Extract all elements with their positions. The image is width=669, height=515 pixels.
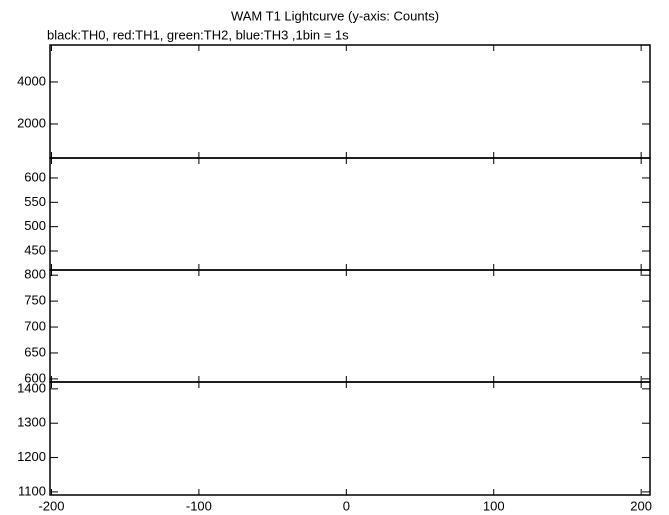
chart-subtitle: black:TH0, red:TH1, green:TH2, blue:TH3 … (47, 27, 349, 42)
x-tick-label: -100 (186, 498, 212, 513)
y-tick-label: 600 (24, 370, 46, 385)
x-tick-label: 200 (630, 498, 652, 513)
y-tick-label: 1400 (17, 380, 46, 395)
y-tick-label: 2000 (17, 115, 46, 130)
y-tick-label: 1300 (17, 415, 46, 430)
panel-frame (49, 269, 651, 383)
y-tick-label: 650 (24, 344, 46, 359)
y-tick-label: 1100 (18, 483, 46, 498)
panel-frame (49, 44, 651, 159)
panel-frame (49, 157, 651, 271)
chart-title: WAM T1 Lightcurve (y-axis: Counts) (231, 8, 439, 23)
panel-frame (49, 381, 651, 496)
x-tick-label: -200 (38, 498, 64, 513)
y-tick-label: 600 (24, 169, 46, 184)
y-tick-label: 800 (24, 267, 46, 282)
x-tick-label: 100 (483, 498, 505, 513)
y-tick-label: 1200 (17, 449, 46, 464)
x-tick-label: 0 (343, 498, 350, 513)
y-tick-label: 4000 (17, 73, 46, 88)
y-tick-label: 550 (24, 194, 46, 209)
y-tick-label: 500 (24, 218, 46, 233)
y-tick-label: 450 (24, 242, 46, 257)
y-tick-label: 700 (24, 318, 46, 333)
y-tick-label: 750 (24, 293, 46, 308)
